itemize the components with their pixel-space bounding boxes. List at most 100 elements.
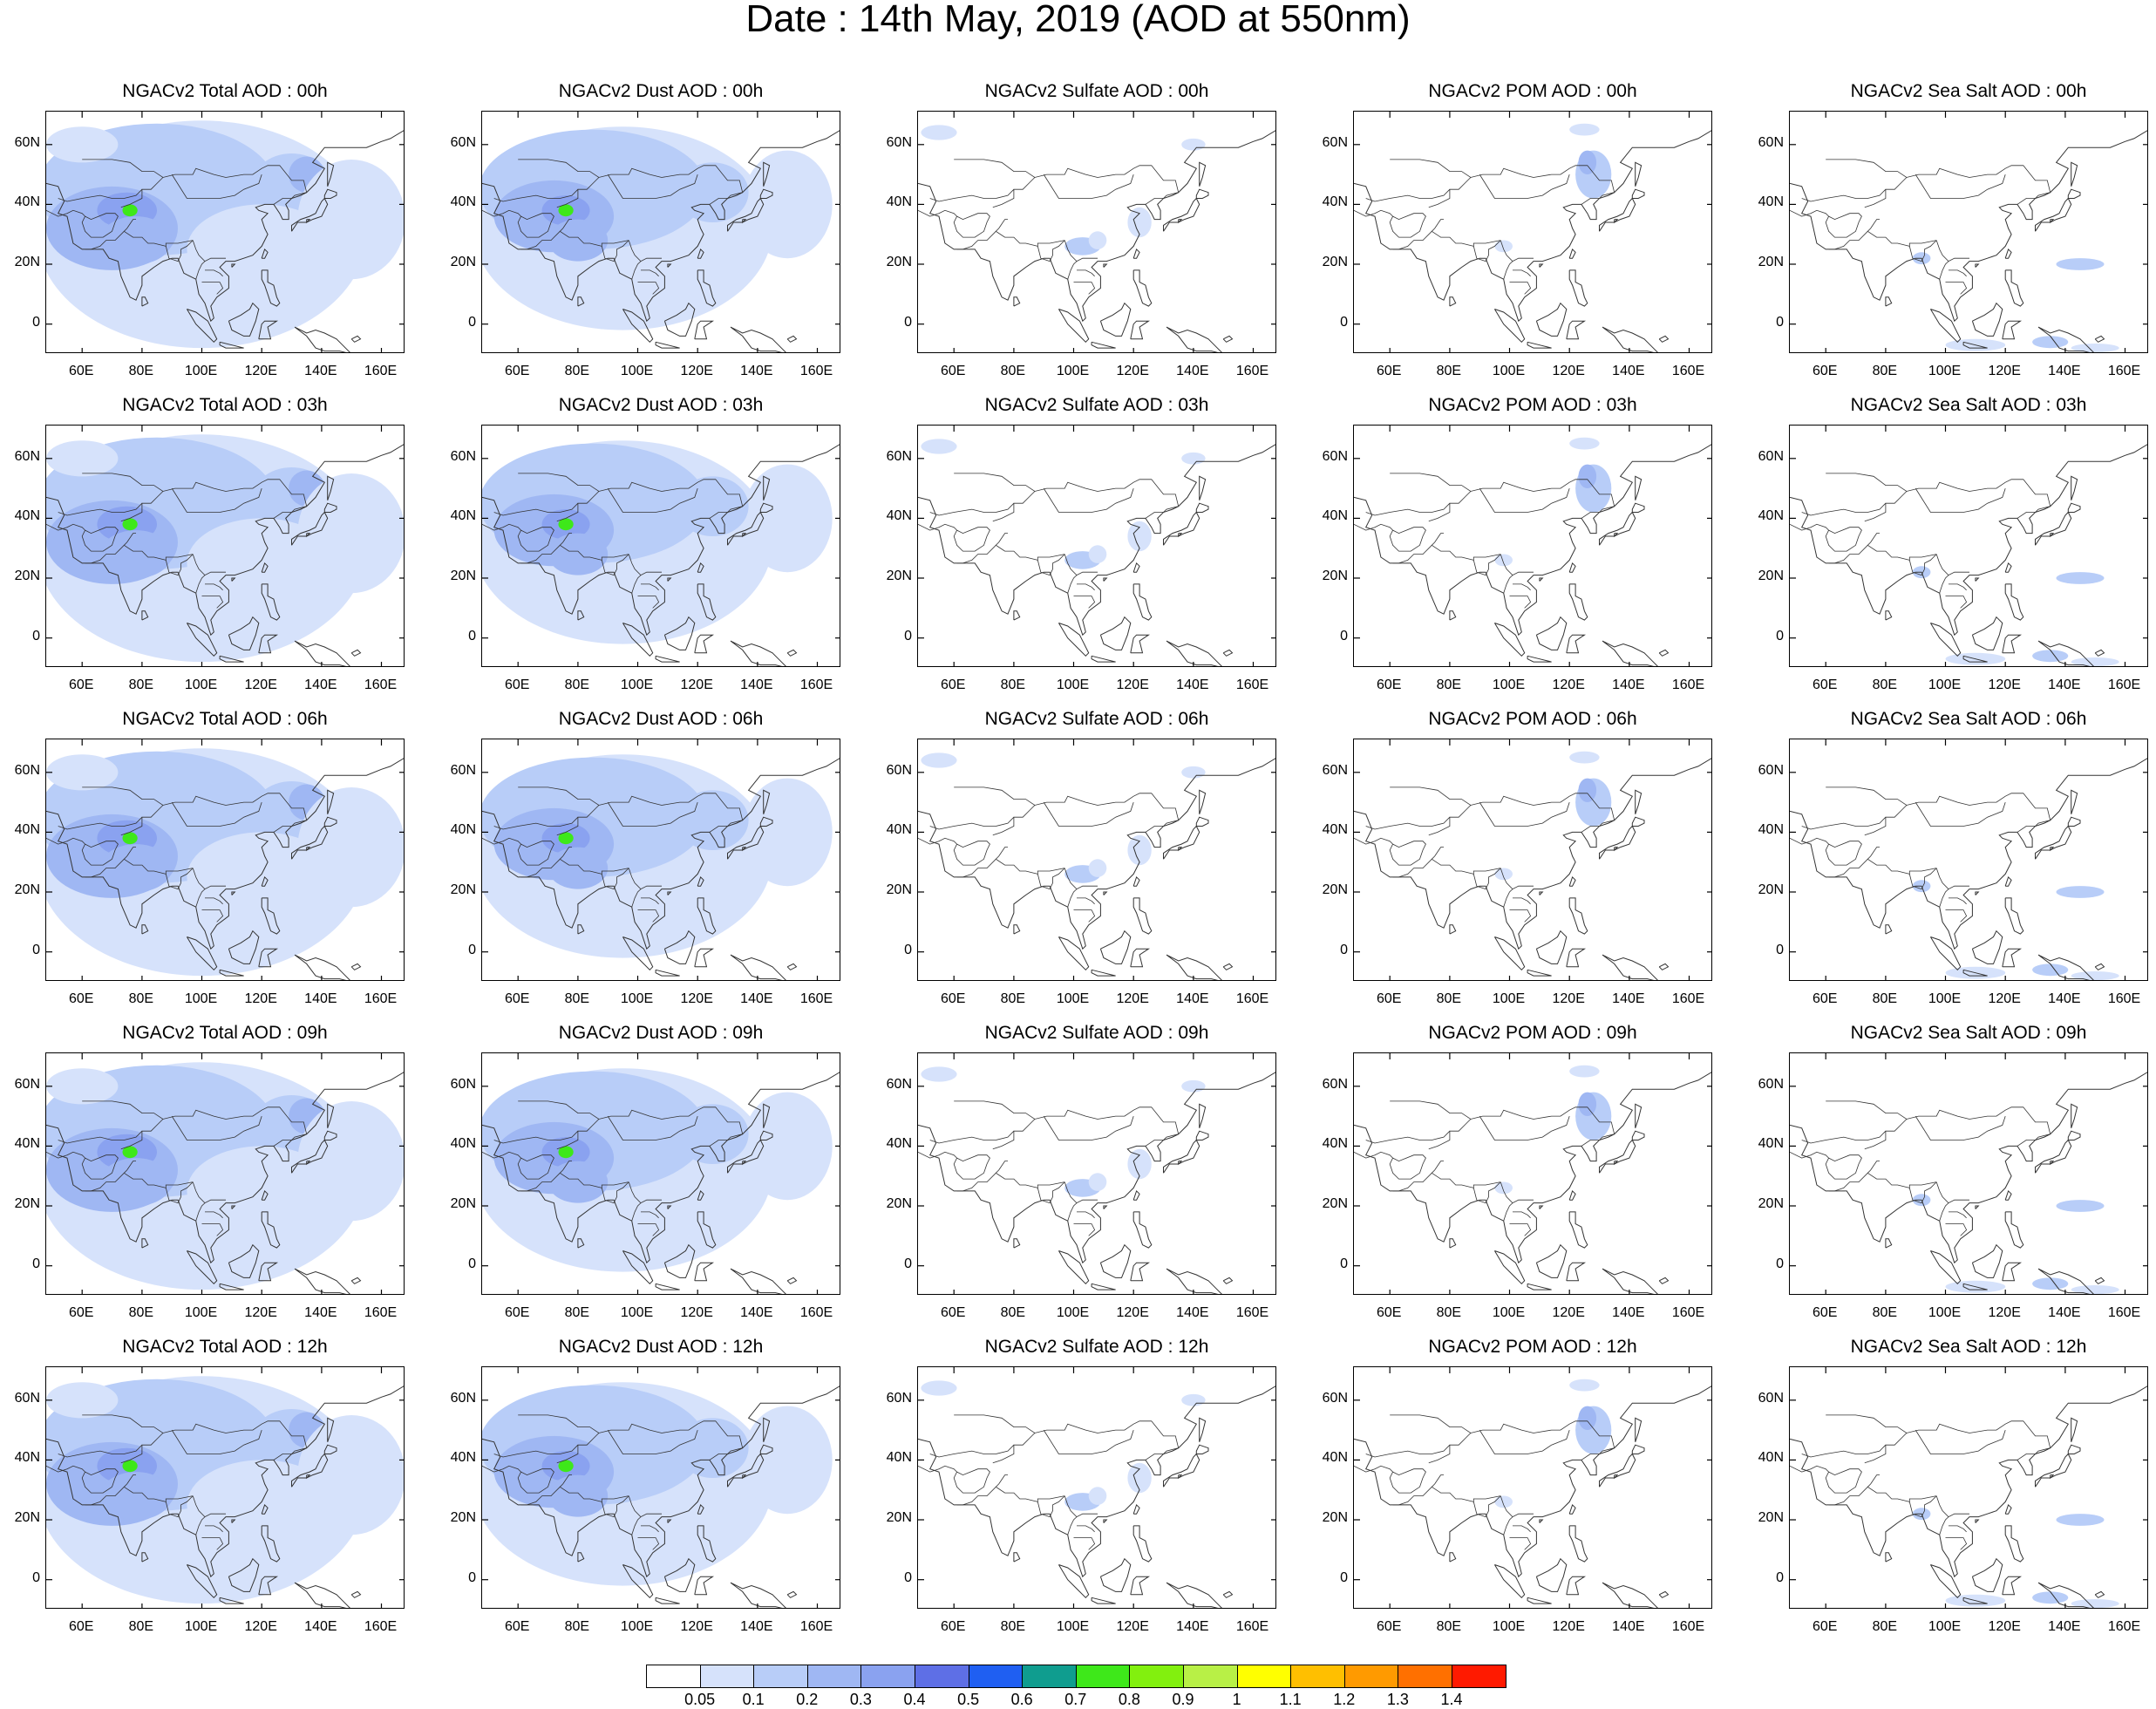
lon-tick-label: 80E	[1000, 364, 1026, 378]
colorbar-label: 1.1	[1279, 1691, 1302, 1708]
map-frame	[1353, 739, 1712, 981]
panel-title: NGACv2 Dust AOD : 09h	[558, 1023, 764, 1043]
tick-marks	[46, 112, 404, 352]
colorbar-swatch	[1236, 1665, 1292, 1688]
lat-tick-label: 60N	[886, 1076, 912, 1092]
lat-tick-label: 20N	[450, 882, 476, 898]
map-frame	[1353, 1366, 1712, 1609]
lat-tick-label: 60N	[886, 134, 912, 150]
coastlines	[1790, 130, 2147, 352]
colorbar-label: 0.9	[1172, 1691, 1194, 1708]
colorbar-label: 0.5	[957, 1691, 980, 1708]
lon-tick-label: 60E	[1376, 677, 1402, 692]
panel-title: NGACv2 POM AOD : 03h	[1428, 395, 1637, 415]
colorbar-swatch	[915, 1665, 969, 1688]
lon-tick-label: 100E	[184, 364, 218, 378]
tick-marks	[482, 112, 840, 352]
lat-tick-label: 0	[1776, 628, 1784, 643]
lon-tick-label: 160E	[1671, 364, 1705, 378]
lat-tick-label: 60N	[450, 134, 476, 150]
lon-tick-label: 80E	[1436, 991, 1462, 1006]
panel-title: NGACv2 POM AOD : 12h	[1428, 1337, 1637, 1357]
aod-field-map	[918, 426, 1275, 666]
colorbar-label: 0.4	[903, 1691, 926, 1708]
lat-tick-label: 20N	[14, 1196, 40, 1212]
lon-tick-label: 140E	[2048, 991, 2081, 1006]
map-frame	[481, 425, 840, 667]
tick-marks	[1790, 426, 2147, 666]
panel-title: NGACv2 Dust AOD : 00h	[558, 81, 764, 101]
lon-tick-label: 80E	[128, 991, 154, 1006]
colorbar-swatch	[646, 1665, 701, 1688]
aod-field-map	[1354, 1367, 1711, 1608]
lat-tick-label: 20N	[886, 1510, 912, 1526]
lat-tick-label: 40N	[886, 508, 912, 524]
colorbar-swatch	[1343, 1665, 1399, 1688]
lon-tick-label: 140E	[1612, 364, 1645, 378]
panel-title: NGACv2 POM AOD : 00h	[1428, 81, 1637, 101]
lon-tick-label: 160E	[1671, 677, 1705, 692]
aod-shading	[46, 1062, 404, 1290]
lon-tick-label: 80E	[1436, 677, 1462, 692]
lat-tick-label: 20N	[1322, 1510, 1348, 1526]
lon-tick-label: 60E	[1376, 1619, 1402, 1634]
map-frame	[1789, 1366, 2148, 1609]
lat-tick-label: 0	[468, 1569, 476, 1585]
lon-tick-label: 100E	[1056, 1305, 1090, 1320]
aod-field-map	[1790, 1367, 2147, 1608]
aod-field-map	[482, 426, 840, 666]
colorbar-swatch	[753, 1665, 808, 1688]
lat-tick-label: 60N	[450, 448, 476, 464]
lon-tick-label: 140E	[740, 1619, 773, 1634]
lon-tick-label: 140E	[1612, 1619, 1645, 1634]
lon-tick-label: 80E	[564, 1619, 590, 1634]
panel-title: NGACv2 Dust AOD : 03h	[558, 395, 764, 415]
aod-field-map	[918, 1367, 1275, 1608]
aod-shading	[1494, 437, 1612, 567]
lon-tick-label: 60E	[504, 364, 530, 378]
coastlines	[1790, 1386, 2147, 1608]
lon-tick-label: 160E	[1235, 991, 1269, 1006]
tick-marks	[1354, 426, 1711, 666]
map-frame	[481, 739, 840, 981]
aod-shading	[1494, 123, 1612, 253]
lon-tick-label: 60E	[1812, 364, 1838, 378]
tick-marks	[482, 426, 840, 666]
lat-tick-label: 0	[468, 628, 476, 643]
colorbar-swatch	[1183, 1665, 1238, 1688]
lon-tick-label: 60E	[504, 1305, 530, 1320]
aod-field-map	[482, 112, 840, 352]
aod-field-map	[918, 739, 1275, 980]
panel-title: NGACv2 Sea Salt AOD : 06h	[1850, 709, 2087, 729]
lon-tick-label: 100E	[1056, 991, 1090, 1006]
lat-tick-label: 0	[1340, 628, 1348, 643]
panel-title: NGACv2 POM AOD : 09h	[1428, 1023, 1637, 1043]
lat-tick-label: 60N	[886, 762, 912, 778]
tick-marks	[1354, 1367, 1711, 1608]
lat-tick-label: 0	[904, 1569, 912, 1585]
coastlines	[1790, 1072, 2147, 1294]
lat-tick-label: 60N	[450, 1390, 476, 1406]
lon-tick-label: 80E	[1872, 677, 1898, 692]
map-frame	[1353, 1052, 1712, 1295]
lat-tick-label: 60N	[450, 762, 476, 778]
panel-title: NGACv2 Sea Salt AOD : 09h	[1850, 1023, 2087, 1043]
panel-title: NGACv2 Total AOD : 06h	[122, 709, 328, 729]
aod-shading	[921, 1066, 1206, 1197]
lon-tick-label: 60E	[1376, 991, 1402, 1006]
coastlines	[482, 758, 840, 980]
lon-tick-label: 100E	[1056, 1619, 1090, 1634]
lat-tick-label: 0	[32, 1256, 40, 1271]
lon-tick-label: 80E	[128, 1305, 154, 1320]
tick-marks	[1790, 739, 2147, 980]
map-frame	[45, 1052, 405, 1295]
lon-tick-label: 120E	[1116, 677, 1149, 692]
lon-tick-label: 120E	[244, 1305, 277, 1320]
lat-tick-label: 20N	[14, 569, 40, 584]
lon-tick-label: 100E	[1928, 1305, 1962, 1320]
tick-marks	[482, 1053, 840, 1294]
lon-tick-label: 120E	[1552, 1305, 1585, 1320]
lon-tick-label: 160E	[1235, 1305, 1269, 1320]
colorbar-swatch	[1075, 1665, 1131, 1688]
coastlines	[46, 1386, 404, 1608]
